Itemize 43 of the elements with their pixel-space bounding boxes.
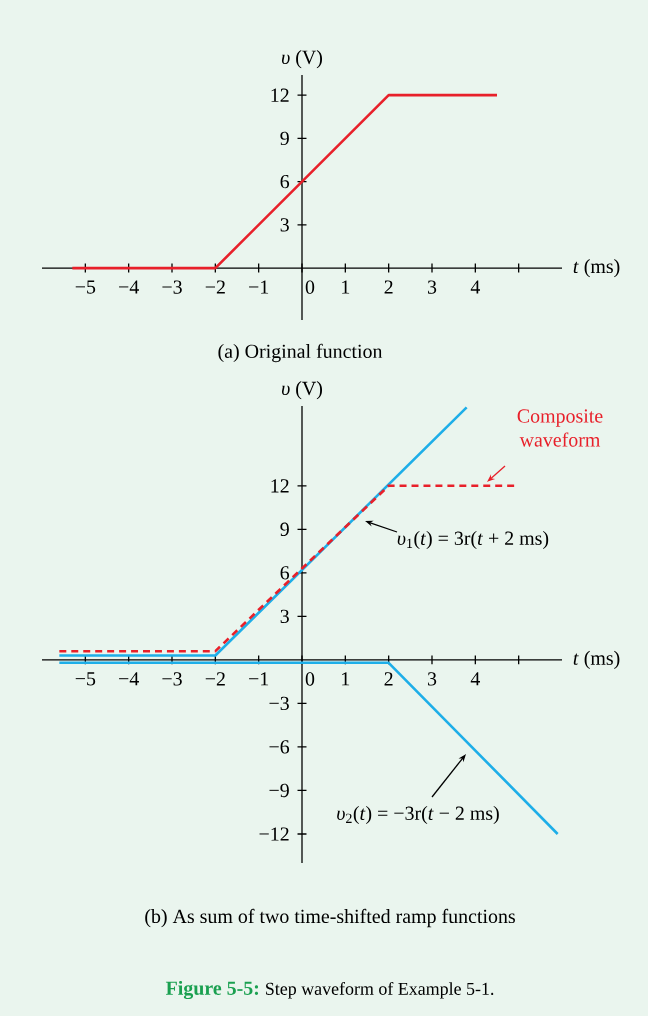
x-tick-label: 3: [427, 672, 437, 686]
x-tick-label: −3: [162, 672, 182, 686]
x-tick-label: −4: [119, 280, 139, 294]
y-tick-label: 9: [280, 522, 289, 536]
x-tick-label: 3: [427, 280, 437, 294]
x-tick-label: −4: [119, 672, 139, 686]
x-tick-label: −2: [205, 672, 225, 686]
x-tick-label: −5: [75, 280, 96, 294]
y-tick-label: 12: [271, 88, 289, 102]
y-tick-label: 12: [271, 479, 289, 493]
x-tick-label: −1: [249, 280, 269, 294]
y-tick-label: −12: [259, 827, 289, 841]
text: (a) Original function: [218, 343, 383, 363]
y-axis-title: υ (V): [282, 381, 323, 400]
y-tick-label: 3: [280, 218, 289, 232]
y-tick-label: −6: [269, 740, 290, 754]
x-tick-label: −3: [162, 280, 182, 294]
x-tick-label: 2: [384, 672, 393, 686]
caption: Figure 5-5:: [165, 980, 259, 1000]
x-axis-title: t (ms): [573, 650, 620, 669]
x-tick-label: 4: [470, 672, 481, 686]
y-tick-label: 3: [280, 609, 289, 624]
x-tick-label: 0: [305, 672, 315, 686]
x-tick-label: 0: [305, 280, 315, 294]
y-tick-label: 6: [280, 174, 290, 189]
y-tick-label: 6: [280, 566, 290, 580]
y-axis-title: υ (V): [282, 50, 323, 69]
text: (b) As sum of two time-shifted ramp functions: [145, 908, 515, 928]
series-label: Composite waveform: [517, 409, 603, 447]
x-tick-label: −1: [249, 672, 269, 686]
series-label: υ$_{2}$(t) = −3r(t − 2 ms): [337, 805, 499, 825]
x-axis-title: t (ms): [573, 259, 620, 278]
x-tick-label: −5: [75, 672, 96, 686]
x-tick-label: 2: [384, 280, 393, 294]
y-tick-label: −3: [269, 696, 289, 711]
y-tick-label: −9: [269, 783, 289, 798]
x-tick-label: 1: [342, 672, 350, 686]
series-label: υ$_{1}$(t) = 3r(t + 2 ms): [397, 530, 549, 550]
y-tick-label: 9: [280, 131, 289, 146]
x-tick-label: 4: [470, 280, 481, 294]
x-tick-label: −2: [205, 280, 225, 294]
x-tick-label: 1: [342, 280, 350, 294]
text: Step waveform of Example 5-1.: [266, 982, 494, 999]
